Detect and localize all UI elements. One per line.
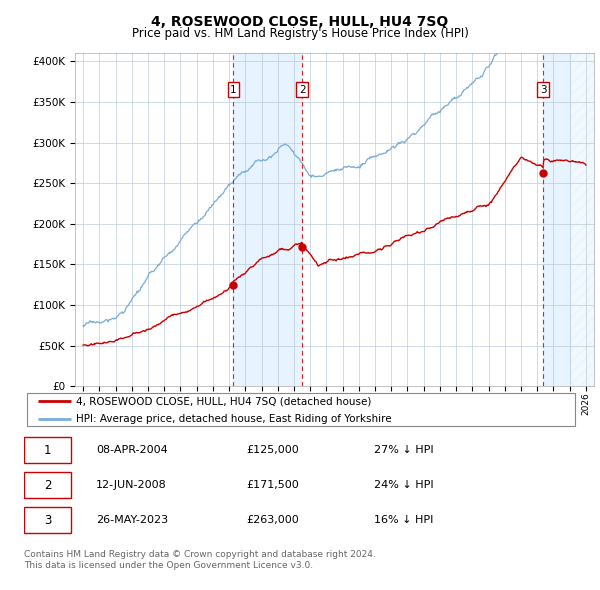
Text: 26-MAY-2023: 26-MAY-2023 — [96, 515, 168, 525]
Text: 2: 2 — [299, 85, 305, 94]
Text: 24% ↓ HPI: 24% ↓ HPI — [374, 480, 433, 490]
Text: Contains HM Land Registry data © Crown copyright and database right 2024.: Contains HM Land Registry data © Crown c… — [24, 550, 376, 559]
Text: 08-APR-2004: 08-APR-2004 — [96, 445, 168, 455]
FancyBboxPatch shape — [24, 437, 71, 464]
Text: £171,500: £171,500 — [246, 480, 299, 490]
Bar — [544, 53, 569, 386]
Text: 27% ↓ HPI: 27% ↓ HPI — [374, 445, 433, 455]
Text: 1: 1 — [230, 85, 237, 94]
Text: 12-JUN-2008: 12-JUN-2008 — [96, 480, 167, 490]
Text: Price paid vs. HM Land Registry's House Price Index (HPI): Price paid vs. HM Land Registry's House … — [131, 27, 469, 40]
Text: £125,000: £125,000 — [246, 445, 299, 455]
Text: 2: 2 — [44, 478, 52, 492]
Text: 1: 1 — [44, 444, 52, 457]
Text: HPI: Average price, detached house, East Riding of Yorkshire: HPI: Average price, detached house, East… — [76, 414, 391, 424]
FancyBboxPatch shape — [24, 507, 71, 533]
Bar — [569, 53, 594, 386]
FancyBboxPatch shape — [27, 392, 575, 427]
Text: 3: 3 — [540, 85, 547, 94]
Text: 4, ROSEWOOD CLOSE, HULL, HU4 7SQ (detached house): 4, ROSEWOOD CLOSE, HULL, HU4 7SQ (detach… — [76, 396, 371, 406]
Text: £263,000: £263,000 — [246, 515, 299, 525]
Text: This data is licensed under the Open Government Licence v3.0.: This data is licensed under the Open Gov… — [24, 560, 313, 569]
FancyBboxPatch shape — [24, 472, 71, 499]
Text: 16% ↓ HPI: 16% ↓ HPI — [374, 515, 433, 525]
Bar — [233, 53, 302, 386]
Text: 3: 3 — [44, 514, 52, 527]
Text: 4, ROSEWOOD CLOSE, HULL, HU4 7SQ: 4, ROSEWOOD CLOSE, HULL, HU4 7SQ — [151, 15, 449, 29]
